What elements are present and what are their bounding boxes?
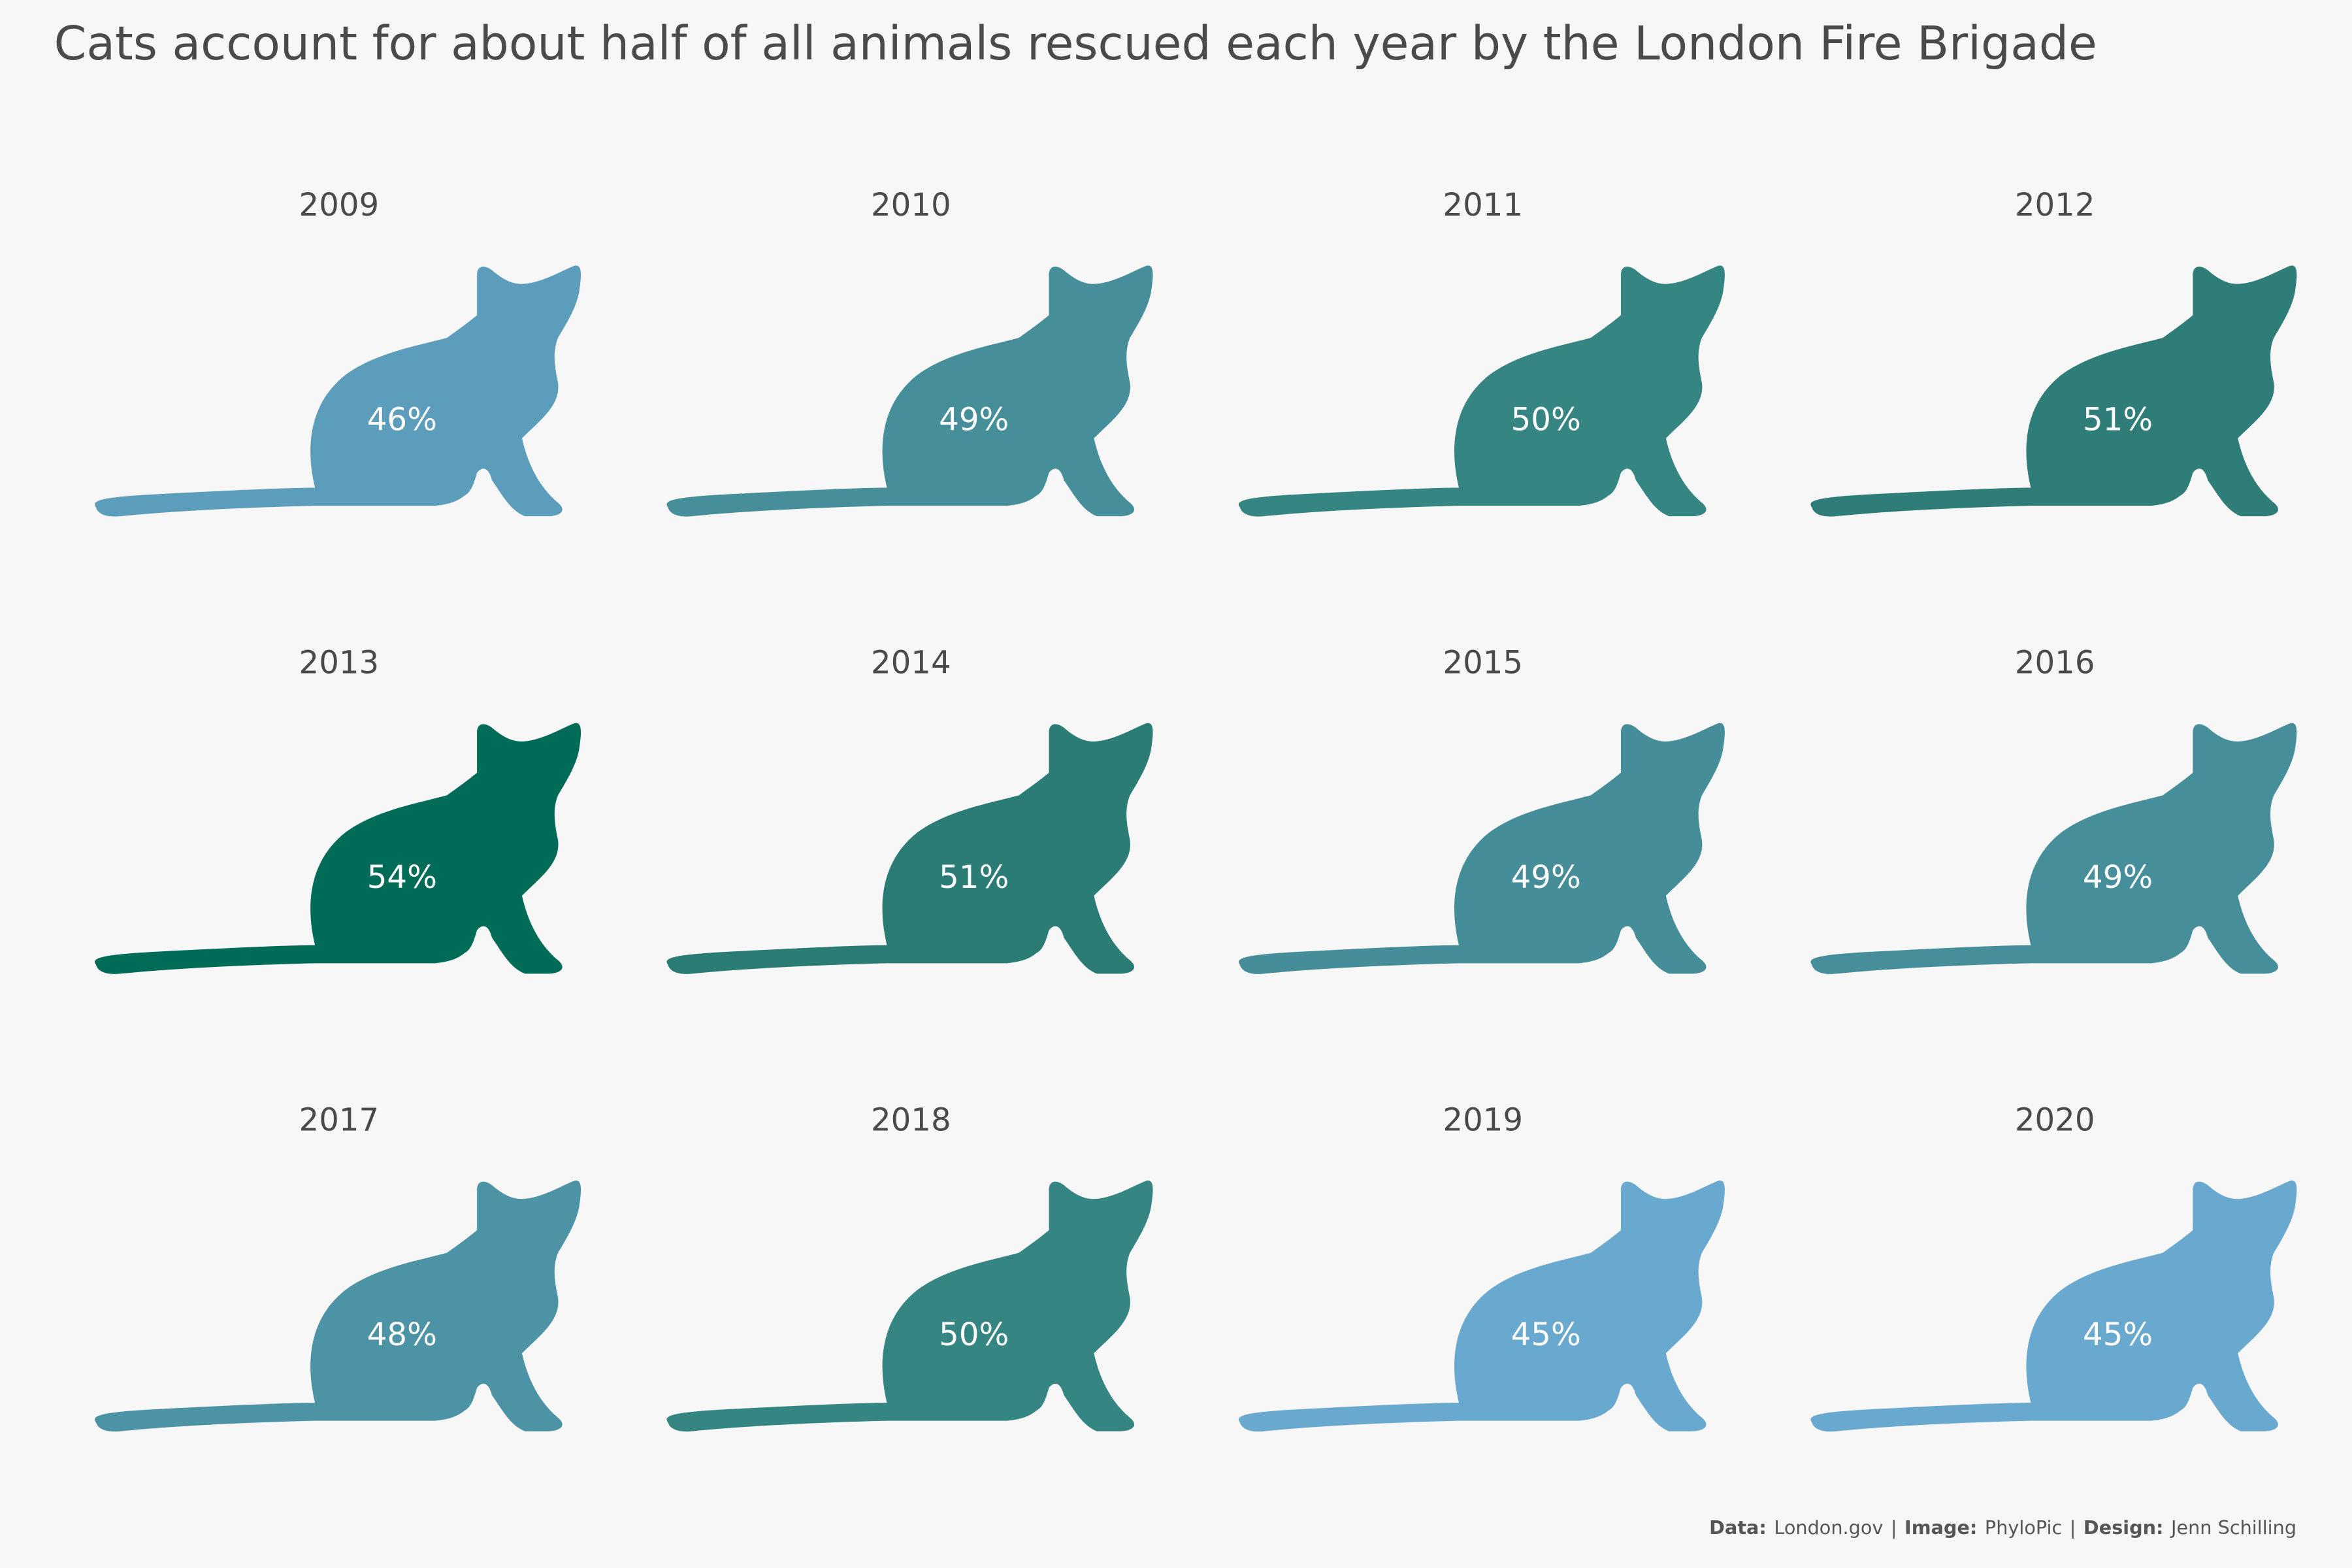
caption-part: Data: (1709, 1516, 1767, 1539)
year-label: 2009 (299, 187, 380, 223)
value-label: 54% (367, 859, 437, 896)
value-label: 46% (367, 402, 437, 438)
cat-silhouette (95, 1181, 581, 1432)
year-label: 2018 (871, 1102, 951, 1139)
value-label: 50% (1511, 402, 1581, 438)
cat-silhouette (95, 265, 581, 517)
chart-title: Cats account for about half of all anima… (54, 16, 2097, 71)
cat-cell: 2013 54% (95, 644, 581, 974)
caption-part: Design: (2083, 1516, 2164, 1539)
cat-silhouette (666, 1181, 1153, 1432)
year-label: 2016 (2015, 644, 2095, 681)
cat-cell: 2020 45% (1810, 1102, 2297, 1432)
cat-silhouette (1810, 723, 2297, 974)
value-label: 45% (2083, 1316, 2153, 1353)
cat-silhouette (1238, 723, 1725, 974)
cat-cell: 2015 49% (1238, 644, 1725, 974)
value-label: 49% (2083, 859, 2153, 896)
cat-cell: 2017 48% (95, 1102, 581, 1432)
year-label: 2010 (871, 187, 951, 223)
cat-silhouette (666, 265, 1153, 517)
value-label: 51% (939, 859, 1009, 896)
cat-cell: 2012 51% (1810, 187, 2297, 517)
cat-silhouette (1238, 1181, 1725, 1432)
cat-cell: 2011 50% (1238, 187, 1725, 517)
year-label: 2019 (1443, 1102, 1523, 1139)
year-label: 2017 (299, 1102, 380, 1139)
cat-silhouette (95, 723, 581, 974)
caption-part: PhyloPic (1985, 1516, 2062, 1539)
year-label: 2014 (871, 644, 951, 681)
value-label: 48% (367, 1316, 437, 1353)
cat-silhouette (1238, 265, 1725, 517)
value-label: 49% (1511, 859, 1581, 896)
cat-silhouette (1810, 265, 2297, 517)
caption-part: London.gov (1774, 1516, 1883, 1539)
year-label: 2011 (1443, 187, 1523, 223)
caption: Data: London.gov | Image: PhyloPic | Design: Je… (1709, 1516, 2296, 1539)
caption-part: | (1891, 1516, 1897, 1539)
caption-part: Image: (1904, 1516, 1977, 1539)
cat-silhouette (1810, 1181, 2297, 1432)
year-label: 2012 (2015, 187, 2095, 223)
cat-cell: 2009 46% (95, 187, 581, 517)
value-label: 51% (2083, 402, 2153, 438)
cat-cell: 2010 49% (666, 187, 1153, 517)
year-label: 2015 (1443, 644, 1523, 681)
cat-silhouette (666, 723, 1153, 974)
year-label: 2013 (299, 644, 380, 681)
year-label: 2020 (2015, 1102, 2095, 1139)
cat-cell: 2016 49% (1810, 644, 2297, 974)
value-label: 50% (939, 1316, 1009, 1353)
cat-cell: 2019 45% (1238, 1102, 1725, 1432)
value-label: 45% (1511, 1316, 1581, 1353)
caption-part: | (2070, 1516, 2076, 1539)
cat-cell: 2014 51% (666, 644, 1153, 974)
value-label: 49% (939, 402, 1009, 438)
cat-cell: 2018 50% (666, 1102, 1153, 1432)
caption-part: Jenn Schilling (2170, 1516, 2296, 1539)
